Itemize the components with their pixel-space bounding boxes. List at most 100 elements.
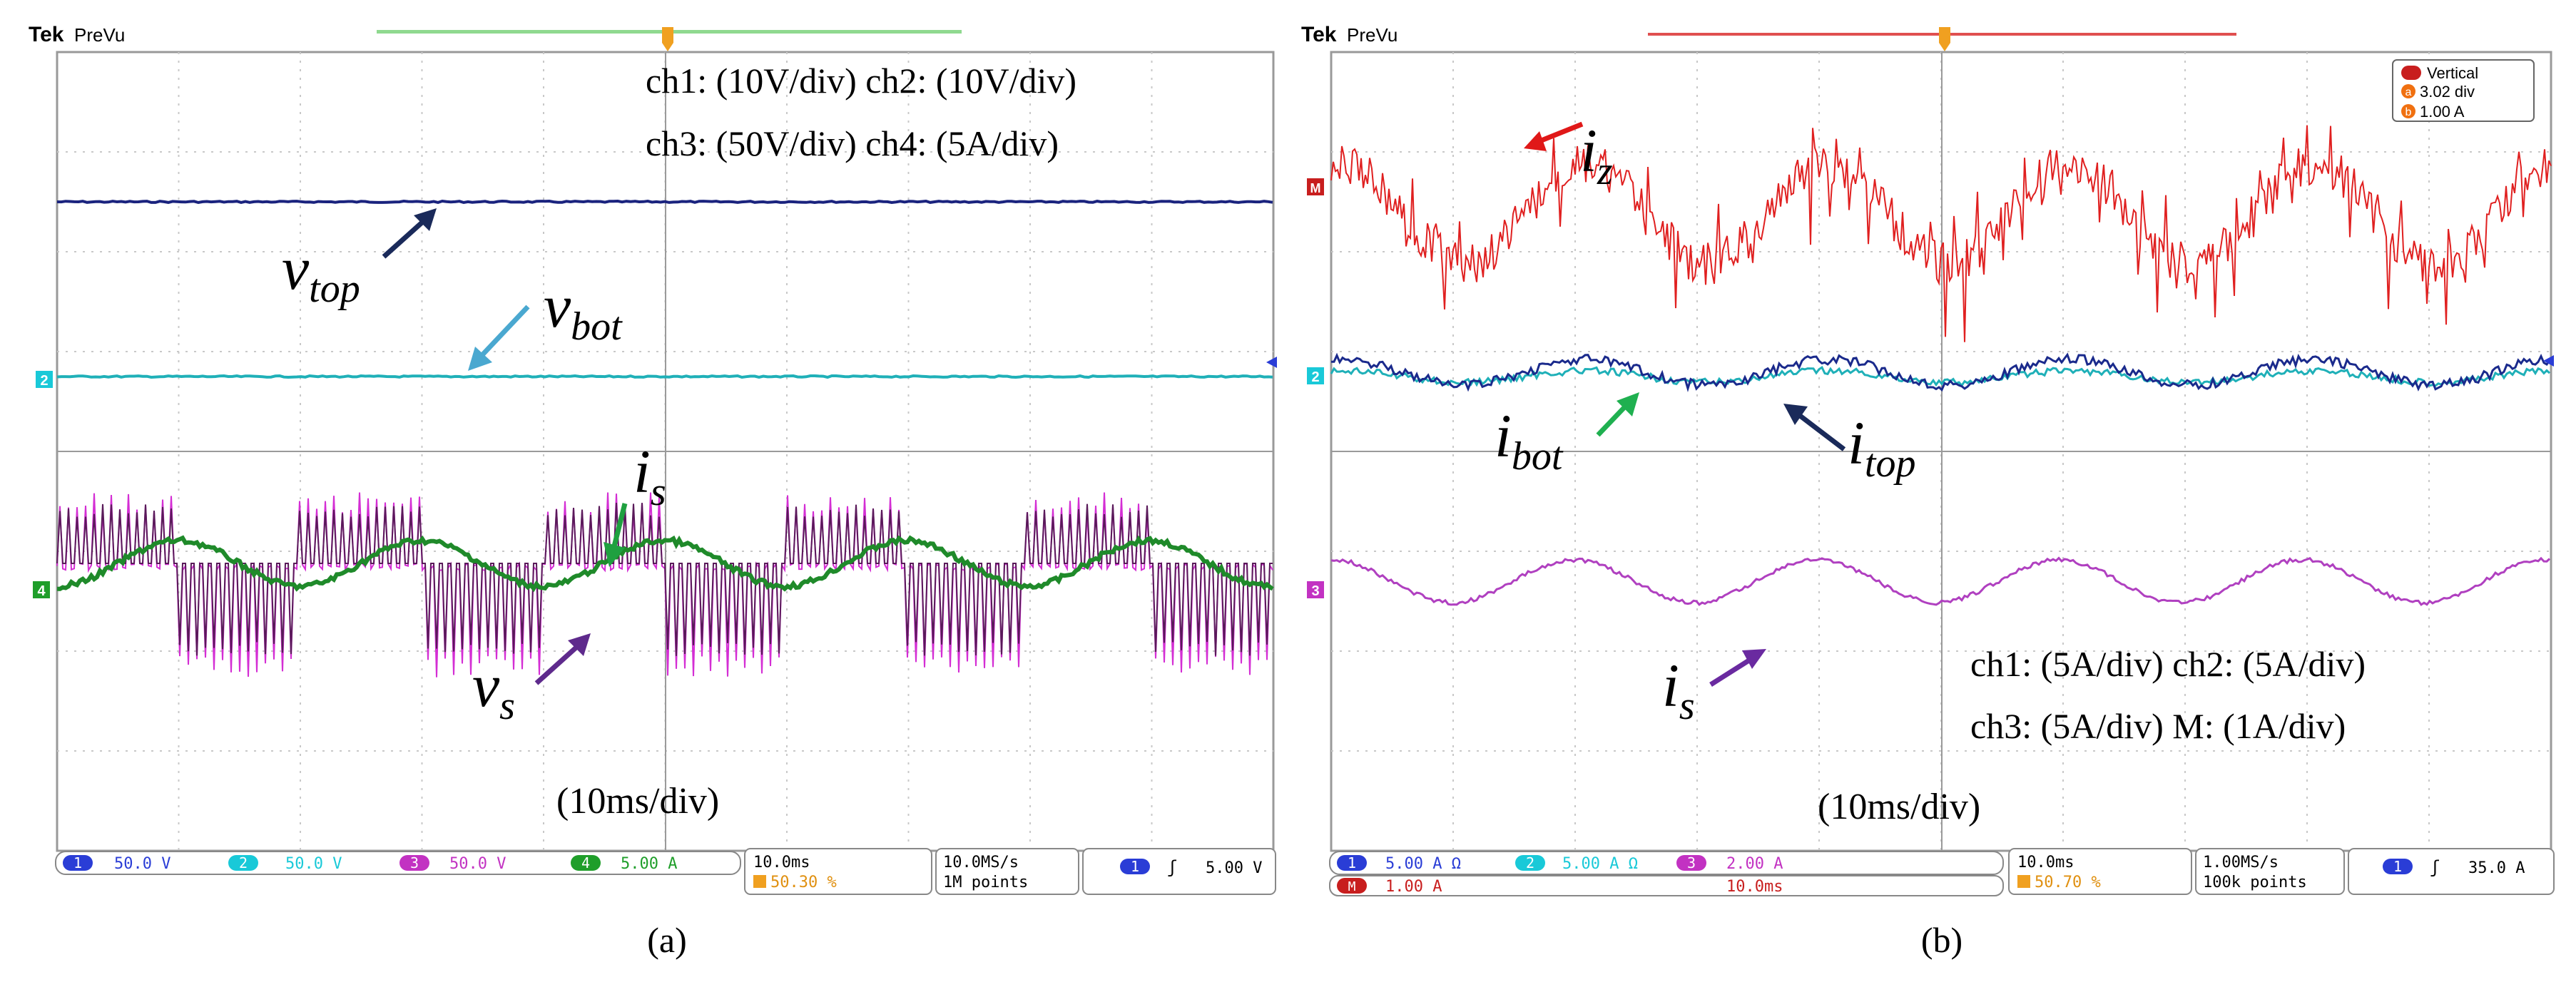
prevu-label-a: PreVu [74,24,125,46]
scale-note-a-line1: ch1: (10V/div) ch2: (10V/div) [646,61,1076,101]
label-itop-sub: top [1865,441,1916,486]
arrow-itop-icon [1783,404,1846,451]
sample-rate-b: 1.00MS/s [2203,854,2279,871]
math-time-b: 10.0ms [1726,878,1783,896]
label-vs-sub: s [499,684,515,728]
arrow-vs-icon [534,633,591,685]
label-is-a-main: i [633,437,651,506]
scale-note-b-line2: ch3: (5A/div) M: (1A/div) [1970,706,2346,746]
label-ibot-main: i [1495,402,1512,470]
trig-level-b: 35.0 A [2468,859,2525,877]
arrow-ibot-icon [1596,392,1639,437]
scale-note-b-line1: ch1: (5A/div) ch2: (5A/div) [1970,644,2366,684]
panel-a: Tek PreVu 2 4 ch1: (10V/d [29,23,1277,960]
trig-pos-a: 50.30 % [770,874,837,891]
label-vs-main: v [472,651,500,720]
channel-marker-3-b-label: 3 [1311,583,1319,599]
ch1-readout-b[interactable]: 1 5.00 A Ω [1337,854,1461,873]
ch3-value-b: 2.00 A [1726,855,1783,873]
cursor-a-label: a [2406,86,2412,98]
math-value-b: 1.00 A [1385,878,1442,896]
ch1-readout-a[interactable]: 1 50.0 V [63,854,170,873]
status-bar-b: 1 5.00 A Ω 2 5.00 A Ω 3 2.00 A M 1.00 A … [1329,848,2555,896]
label-vtop: vtop [282,234,360,311]
channel-marker-4-a: 4 [33,581,50,599]
ch2-num-b: 2 [1526,854,1534,871]
ch1-num-a: 1 [73,854,82,871]
math-readout-box-b [1329,875,2004,896]
channel-marker-2-a: 2 [36,371,53,389]
arrow-is-b-icon [1709,649,1766,687]
label-is-b-main: i [1662,651,1679,720]
channel-marker-2-a-label: 2 [40,373,48,389]
ch1-num-b: 1 [1348,854,1356,871]
acquisition-readout-a[interactable]: 10.0MS/s 1M points [935,848,1079,895]
sample-rate-a: 10.0MS/s [943,854,1019,871]
ch4-num-a: 4 [581,854,590,871]
ch1-value-a: 50.0 V [114,855,170,873]
trigger-marker-icon-a [662,27,673,51]
horizontal-readout-b[interactable]: 10.0ms 50.70 % [2008,848,2192,895]
timebase-note-a: (10ms/div) [556,781,719,822]
arrow-vbot-icon [468,305,530,371]
caption-b: (b) [1921,920,1962,960]
waveform-is [56,535,1274,593]
trigger-slope-icon-b: ʃ [2430,857,2440,877]
horiz-time-b: 10.0ms [2017,854,2074,871]
label-ibot-sub: bot [1512,434,1564,479]
label-iz-main: i [1580,116,1597,185]
channel-marker-m-b-label: M [1310,181,1321,195]
trig-pos-b: 50.70 % [2035,874,2101,891]
cursor-b-value: 1.00 A [2420,103,2465,121]
trigger-level-icon-b [2543,355,2554,367]
trigger-readout-b[interactable]: 1 ʃ 35.0 A [2348,848,2555,895]
ch2-readout-b[interactable]: 2 5.00 A Ω [1515,854,1638,873]
trigger-pos-icon-a [753,875,766,888]
label-ibot: ibot [1495,402,1564,479]
waveform-is-b [1330,556,2551,606]
channel-marker-2-b-label: 2 [1311,369,1319,385]
label-is-a-sub: s [651,470,666,514]
tek-brand-a: Tek [29,23,64,46]
scale-note-a-line2: ch3: (50V/div) ch4: (5A/div) [646,123,1059,163]
label-iz: iz [1580,116,1613,193]
label-itop-main: i [1848,409,1865,477]
math-readout-b[interactable]: M 1.00 A 10.0ms [1337,878,1783,896]
label-vtop-main: v [282,234,310,302]
ch1-value-b: 5.00 A Ω [1385,855,1461,873]
trig-ch-a: 1 [1131,858,1139,875]
ch2-readout-a[interactable]: 2 50.0 V [228,854,342,873]
caption-a: (a) [647,920,687,960]
arrow-is-a-icon [604,503,628,567]
label-is-b-sub: s [1679,684,1695,728]
ch2-value-a: 50.0 V [285,855,342,873]
cursor-b-label: b [2406,106,2412,118]
waveform-iz [1330,125,2552,342]
ch3-num-b: 3 [1687,854,1696,871]
record-length-b: 100k points [2203,874,2307,891]
arrow-iz-icon [1524,121,1584,151]
math-num-b: M [1348,879,1356,894]
horizontal-readout-a[interactable]: 10.0ms 50.30 % [744,848,932,895]
horiz-time-a: 10.0ms [753,854,810,871]
timebase-note-b: (10ms/div) [1818,787,1980,827]
trigger-slope-icon-a: ʃ [1167,857,1177,877]
ch4-readout-a[interactable]: 4 5.00 A [571,854,677,873]
waveform-vbot [56,374,1273,379]
record-length-a: 1M points [943,874,1028,891]
acquisition-readout-b[interactable]: 1.00MS/s 100k points [2195,848,2345,895]
trigger-readout-a[interactable]: 1 ʃ 5.00 V [1082,848,1276,895]
ch3-readout-a[interactable]: 3 50.0 V [399,854,506,873]
ch2-value-b: 5.00 A Ω [1562,855,1638,873]
cursor-readout-box[interactable]: Vertical a 3.02 div b 1.00 A [2392,59,2535,122]
ch3-readout-b[interactable]: 3 2.00 A [1676,854,1783,873]
status-bar-a: 1 50.0 V 2 50.0 V 3 50.0 V 4 5.00 A 10.0… [55,848,1276,895]
waveform-vtop [56,199,1273,205]
waveform-itop [1331,352,2551,392]
label-vtop-sub: top [309,267,360,311]
prevu-label-b: PreVu [1347,24,1398,46]
trigger-level-icon-a [1266,357,1277,368]
label-vbot: vbot [544,272,623,349]
cursor-a-value: 3.02 div [2420,83,2475,101]
ch3-value-a: 50.0 V [449,855,506,873]
